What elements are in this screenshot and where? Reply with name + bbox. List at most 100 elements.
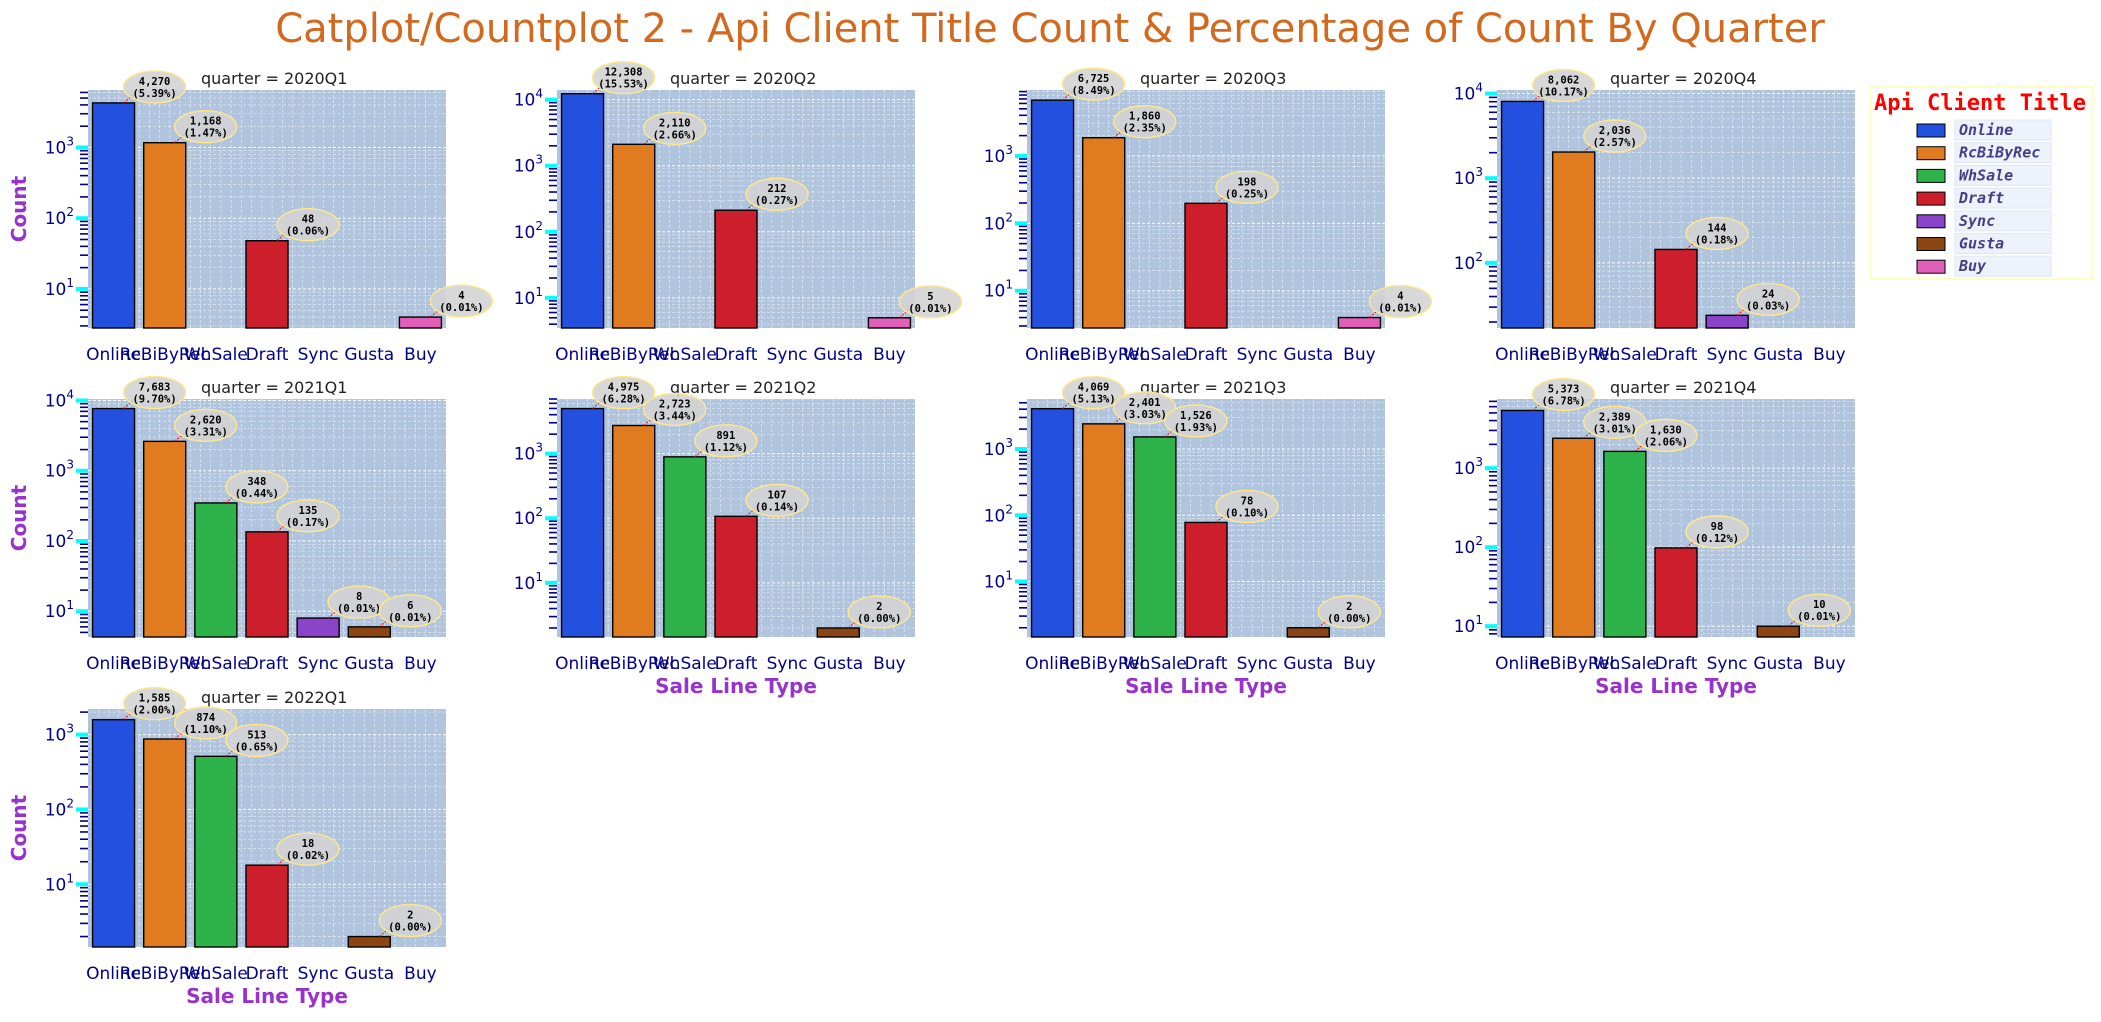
- x-tick-label: RcBiByRec: [120, 654, 210, 674]
- bar-annotation: 1,526(1.93%): [1164, 404, 1228, 438]
- annotation-percent: (3.31%): [184, 426, 228, 438]
- legend-swatch: [1916, 146, 1946, 161]
- panel-title: quarter = 2022Q1: [201, 688, 347, 707]
- bar-annotation: 1,860(2.35%): [1113, 105, 1177, 139]
- annotation-count: 98: [1711, 521, 1724, 533]
- y-axis-label: Count: [7, 484, 31, 551]
- annotation-bubble: [378, 594, 442, 628]
- tick-exponent: 2: [1005, 502, 1013, 516]
- annotation-count: 12,308: [605, 67, 643, 79]
- x-tick-label: Draft: [1185, 654, 1228, 674]
- x-tick-label: Gusta: [813, 654, 863, 674]
- annotation-bubble: [694, 424, 758, 458]
- panel-title: quarter = 2020Q4: [1610, 69, 1756, 88]
- bar-annotation: 1,585(2.00%): [122, 686, 187, 721]
- legend-label-box: [1954, 119, 2052, 141]
- annotation-percent: (10.17%): [1538, 86, 1589, 98]
- annotation-bubble: [378, 903, 442, 938]
- annotation-percent: (0.00%): [857, 613, 901, 625]
- annotation-count: 891: [716, 430, 735, 442]
- bar: [1133, 436, 1177, 638]
- bar-annotation: 144(0.18%): [1685, 216, 1749, 251]
- x-tick-label: Online: [555, 654, 610, 674]
- bar: [1654, 547, 1698, 638]
- x-tick-label: Draft: [715, 345, 758, 365]
- y-tick-label: 102: [1454, 250, 1483, 274]
- annotation-bubble: [122, 686, 187, 721]
- legend-swatch: [1916, 191, 1946, 206]
- annotation-count: 8: [356, 591, 362, 603]
- tick-exponent: 3: [66, 134, 74, 148]
- legend-swatch: [1916, 123, 1946, 138]
- bar: [194, 502, 238, 638]
- annotation-bubble: [225, 470, 289, 504]
- annotation-bubble: [1634, 418, 1698, 453]
- tick-exponent: 2: [535, 505, 543, 519]
- bar: [1756, 625, 1800, 638]
- annotation-count: 212: [768, 183, 787, 195]
- bar: [714, 515, 758, 638]
- legend-swatch: [1916, 214, 1946, 229]
- bar-annotation: 78(0.10%): [1215, 489, 1279, 524]
- x-tick-label: Online: [86, 964, 141, 984]
- annotation-percent: (0.01%): [908, 303, 952, 315]
- x-tick-label: WhSale: [653, 654, 717, 674]
- annotation-count: 2,620: [190, 414, 222, 426]
- x-tick-label: Buy: [404, 654, 437, 674]
- bar-annotation: 2,036(2.57%): [1583, 119, 1647, 153]
- x-tick-label: RcBiByRec: [120, 964, 210, 984]
- facet-panel: 101 102 103 104 quarter = 2020Q2 OnlineRcBiBy…: [514, 60, 963, 365]
- bar: [663, 456, 707, 638]
- bar: [612, 424, 656, 638]
- annotation-percent: (0.25%): [1225, 188, 1269, 200]
- annotation-percent: (2.35%): [1123, 123, 1167, 135]
- bar: [296, 617, 340, 638]
- tick-exponent: 3: [66, 458, 74, 472]
- tick-exponent: 3: [66, 722, 74, 736]
- annotation-percent: (9.70%): [132, 394, 176, 406]
- legend-label: Online: [1959, 121, 2013, 139]
- panel-title: quarter = 2021Q2: [670, 378, 816, 397]
- annotation-bubble: [1685, 216, 1749, 251]
- bar-annotation: 4(0.01%): [429, 284, 494, 318]
- bar: [1030, 99, 1075, 329]
- annotation-count: 1,168: [190, 116, 222, 128]
- x-tick-label: RcBiByRec: [1059, 345, 1149, 365]
- bar-annotation: 1,630(2.06%): [1634, 418, 1698, 453]
- legend-label-box: [1954, 210, 2052, 232]
- tick-exponent: 3: [1475, 455, 1483, 469]
- x-tick-label: Buy: [404, 345, 437, 365]
- x-tick-label: WhSale: [1593, 654, 1657, 674]
- bar: [714, 209, 758, 329]
- annotation-bubble: [174, 408, 238, 443]
- annotation-count: 1,860: [1129, 111, 1161, 123]
- annotation-percent: (1.47%): [184, 128, 228, 140]
- x-tick-label: Sync: [1237, 345, 1278, 365]
- y-axis-label: Count: [7, 175, 31, 242]
- x-tick-label: Gusta: [344, 654, 394, 674]
- annotation-bubble: [122, 70, 187, 104]
- annotation-percent: (0.02%): [286, 850, 330, 862]
- tick-exponent: 1: [1475, 613, 1483, 627]
- panel-title: quarter = 2021Q3: [1140, 378, 1286, 397]
- annotation-count: 1,526: [1180, 410, 1212, 422]
- annotation-count: 1,630: [1650, 424, 1682, 436]
- annotation-count: 2: [1346, 601, 1352, 613]
- y-tick-label: 101: [514, 285, 543, 309]
- bar-annotation: 4(0.01%): [1368, 284, 1433, 319]
- bar-annotation: 348(0.44%): [225, 470, 289, 504]
- annotation-percent: (0.17%): [286, 517, 330, 529]
- annotation-count: 513: [247, 729, 266, 741]
- annotation-percent: (0.00%): [1327, 613, 1371, 625]
- annotation-count: 1,585: [139, 693, 171, 705]
- tick-exponent: 3: [535, 153, 543, 167]
- annotation-bubble: [1787, 593, 1851, 627]
- annotation-percent: (1.93%): [1174, 422, 1218, 434]
- legend: Api Client Title Online RcBiByRec WhSale Dra…: [1869, 86, 2093, 280]
- annotation-count: 2,401: [1129, 397, 1161, 409]
- annotation-bubble: [1531, 377, 1596, 412]
- annotation-count: 2,110: [659, 117, 691, 129]
- annotation-count: 8,062: [1548, 74, 1580, 86]
- y-tick-label: 103: [984, 143, 1013, 167]
